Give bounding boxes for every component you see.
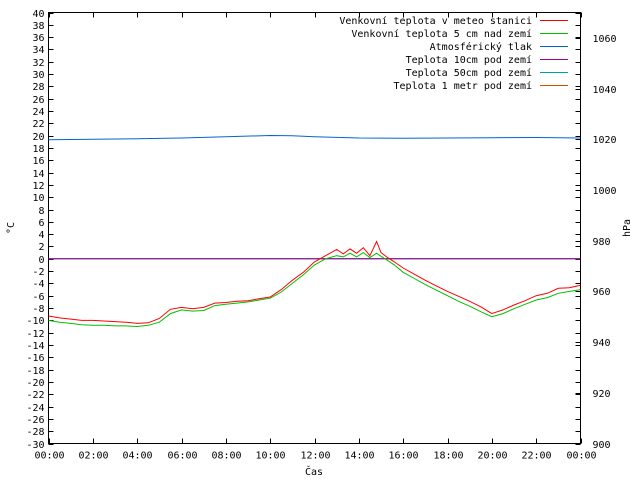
y-tick-label: 34 [32, 45, 44, 56]
y-axis-label: °C [6, 222, 17, 234]
y-tick-label: 16 [32, 156, 44, 167]
y-tick-label: -22 [26, 390, 44, 401]
y-tick-label: -6 [32, 292, 44, 303]
series-line-3 [48, 134, 581, 141]
x-tick-label: 16:00 [388, 451, 418, 462]
y-tick-label: -4 [32, 279, 44, 290]
x-tick-label: 10:00 [255, 451, 285, 462]
x-tick-label: 02:00 [78, 451, 108, 462]
legend-label-4: Teplota 10cm pod zemí [406, 54, 532, 66]
right-axis-ticks: 1060 1040 1020 1000 980 960 940 920 900 [575, 34, 617, 451]
x-axis-ticks: 00:00 02:00 04:00 06:00 08:00 10:00 12:00 14:00… [34, 12, 597, 462]
y-tick-label: 38 [32, 21, 44, 32]
y-tick-label: 8 [38, 206, 44, 217]
x-tick-label: 00:00 [566, 451, 596, 462]
y-tick-label: 26 [32, 95, 44, 106]
y-tick-label: 4 [38, 230, 44, 241]
legend-label-3: Atmosférický tlak [430, 41, 532, 53]
y-tick-label: 20 [32, 132, 44, 143]
y-tick-label: 28 [32, 82, 44, 93]
series-line-1 [48, 240, 581, 324]
y-tick-label: -30 [26, 440, 44, 451]
y2-tick-label: 1040 [593, 85, 617, 96]
series-lines [48, 134, 581, 328]
x-tick-label: 14:00 [344, 451, 374, 462]
y2-tick-label: 900 [593, 440, 611, 451]
y-tick-label: -2 [32, 267, 44, 278]
x-tick-label: 08:00 [211, 451, 241, 462]
y-tick-label: 30 [32, 70, 44, 81]
y-tick-label: -8 [32, 304, 44, 315]
y-tick-label: -12 [26, 329, 44, 340]
legend-label-1: Venkovní teplota v meteo stanici [339, 15, 532, 27]
x-tick-label: 00:00 [34, 451, 64, 462]
y2-tick-label: 940 [593, 338, 611, 349]
y2-tick-label: 920 [593, 389, 611, 400]
y-tick-label: 6 [38, 218, 44, 229]
y2-tick-label: 1060 [593, 34, 617, 45]
y2-tick-label: 960 [593, 287, 611, 298]
y-tick-label: 22 [32, 119, 44, 130]
series-line-2 [48, 251, 581, 328]
legend-label-5: Teplota 50cm pod zemí [406, 67, 532, 79]
y-tick-label: -10 [26, 316, 44, 327]
y-tick-label: -16 [26, 353, 44, 364]
x-tick-label: 20:00 [477, 451, 507, 462]
y-tick-label: -18 [26, 366, 44, 377]
x-tick-label: 22:00 [521, 451, 551, 462]
legend-label-2: Venkovní teplota 5 cm nad zemí [351, 28, 532, 40]
y-tick-label: 18 [32, 144, 44, 155]
legend: Venkovní teplota v meteo staniciVenkovní… [339, 15, 568, 92]
y-tick-label: 0 [38, 255, 44, 266]
y-tick-label: -20 [26, 378, 44, 389]
y-tick-label: 2 [38, 242, 44, 253]
x-tick-label: 18:00 [433, 451, 463, 462]
y-tick-label: 14 [32, 169, 44, 180]
y-tick-label: -14 [26, 341, 44, 352]
plot-area-frame [48, 12, 581, 444]
left-axis-ticks: 4038363432302826242220181614121086420-2-… [26, 9, 581, 451]
y-tick-label: 36 [32, 33, 44, 44]
y-tick-label: 12 [32, 181, 44, 192]
y-tick-label: 10 [32, 193, 44, 204]
y2-tick-label: 980 [593, 237, 611, 248]
y-tick-label: 40 [32, 9, 44, 20]
y-tick-label: -28 [26, 427, 44, 438]
y-tick-label: 24 [32, 107, 44, 118]
y-tick-label: 32 [32, 58, 44, 69]
x-axis-label: Čas [305, 465, 323, 478]
x-tick-label: 06:00 [167, 451, 197, 462]
y2-axis-label: hPa [622, 219, 633, 237]
x-tick-label: 12:00 [300, 451, 330, 462]
y-tick-label: -26 [26, 415, 44, 426]
y2-tick-label: 1000 [593, 186, 617, 197]
x-tick-label: 04:00 [122, 451, 152, 462]
y-tick-label: -24 [26, 403, 44, 414]
legend-label-6: Teplota 1 metr pod zemí [394, 80, 532, 92]
y2-tick-label: 1020 [593, 135, 617, 146]
